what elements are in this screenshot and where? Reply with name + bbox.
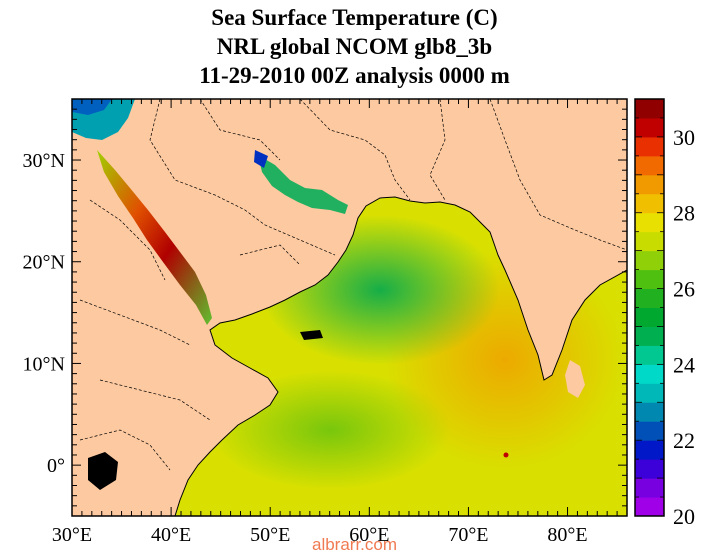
- lon-tick-label: 50°E: [250, 524, 290, 546]
- colorbar-segment: [635, 212, 664, 233]
- map-area: [72, 99, 627, 516]
- colorbar-tick-label: 30: [673, 125, 695, 150]
- colorbar-segment: [635, 269, 664, 290]
- longitude-labels: 30°E 40°E 50°E 60°E 70°E 80°E: [52, 524, 588, 546]
- colorbar-segment: [635, 421, 664, 441]
- colorbar-tick-label: 20: [673, 504, 695, 529]
- map-title-line-1: Sea Surface Temperature (C): [211, 5, 498, 30]
- lat-tick-label: 30°N: [23, 150, 65, 172]
- sri-lanka: [565, 360, 585, 398]
- latitude-labels: 0° 10°N 20°N 30°N: [23, 150, 65, 477]
- colorbar-segment: [635, 402, 664, 422]
- persian-gulf: [258, 155, 348, 214]
- colorbar: [635, 98, 664, 517]
- maldives-dot: [503, 452, 509, 458]
- gulf-head: [254, 150, 268, 168]
- lon-tick-label: 70°E: [448, 524, 488, 546]
- colorbar-segment: [635, 307, 664, 327]
- coastline: [174, 196, 627, 516]
- colorbar-segment: [635, 364, 664, 384]
- colorbar-segment: [635, 383, 664, 403]
- lat-tick-label: 20°N: [23, 252, 65, 274]
- colorbar-segment: [635, 174, 664, 195]
- map-title-line-2: NRL global NCOM glb8_3b: [216, 34, 493, 59]
- colorbar-segment: [635, 440, 664, 460]
- red-sea: [97, 150, 212, 325]
- colorbar-segment: [635, 99, 664, 119]
- country-borders: [79, 99, 627, 471]
- colorbar-tick-label: 28: [673, 201, 695, 226]
- colorbar-tick-label: 26: [673, 277, 695, 302]
- colorbar-segment: [635, 288, 664, 308]
- colorbar-tick-label: 24: [673, 352, 695, 377]
- socotra-island: [300, 330, 323, 340]
- colorbar-frame: [634, 98, 665, 517]
- watermark: albrarr.com: [311, 535, 398, 554]
- colorbar-segment: [635, 459, 664, 479]
- colorbar-segment: [635, 155, 664, 176]
- lake-victoria: [88, 452, 118, 490]
- colorbar-segment: [635, 326, 664, 346]
- lat-tick-label: 10°N: [23, 353, 65, 375]
- colorbar-segment: [635, 497, 664, 517]
- lon-tick-label: 60°E: [349, 524, 389, 546]
- land-mass: [72, 99, 627, 516]
- lat-tick-label: 0°: [47, 455, 65, 477]
- colorbar-segment: [635, 117, 664, 138]
- lon-tick-label: 40°E: [151, 524, 191, 546]
- lon-tick-label: 80°E: [547, 524, 587, 546]
- colorbar-labels: 20 22 24 26 28 30: [673, 125, 695, 529]
- frame-ticks: [71, 98, 628, 517]
- colorbar-segment: [635, 136, 664, 157]
- colorbar-tick-label: 22: [673, 428, 695, 453]
- colorbar-segment: [635, 250, 664, 271]
- colorbar-segment: [635, 478, 664, 498]
- lon-tick-label: 30°E: [52, 524, 92, 546]
- colorbar-segment: [635, 345, 664, 365]
- colorbar-segment: [635, 231, 664, 252]
- map-title-line-3: 11-29-2010 00Z analysis 0000 m: [199, 63, 510, 88]
- colorbar-segment: [635, 193, 664, 214]
